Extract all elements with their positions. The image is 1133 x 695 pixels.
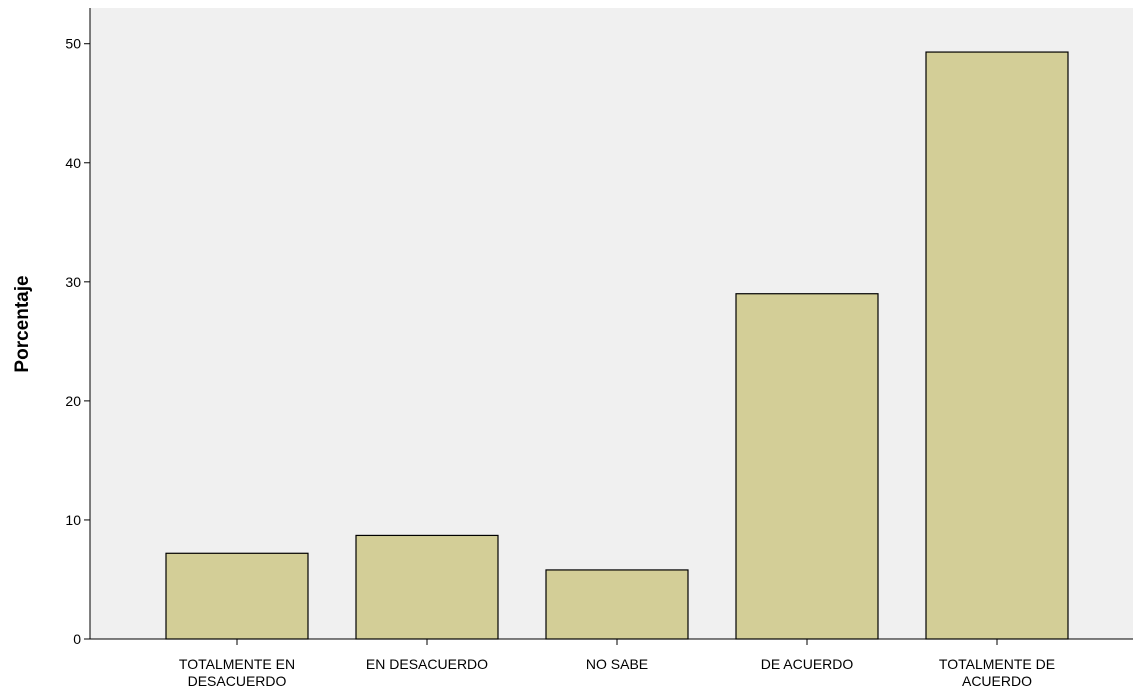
bar-1 bbox=[165, 552, 309, 640]
x-category-label: TOTALMENTE DE ACUERDO bbox=[939, 656, 1055, 689]
bar-5 bbox=[925, 51, 1069, 640]
x-axis: TOTALMENTE EN DESACUERDO EN DESACUERDO NO S… bbox=[90, 638, 1133, 689]
y-tick-label: 20 bbox=[65, 393, 81, 409]
x-category-label: DE ACUERDO bbox=[761, 656, 854, 672]
y-axis-title: Porcentaje bbox=[12, 275, 33, 372]
bars-group bbox=[165, 51, 1069, 640]
y-axis: 0 10 20 30 40 50 bbox=[65, 8, 91, 647]
bar-3 bbox=[545, 569, 689, 640]
x-category-label: NO SABE bbox=[586, 656, 648, 672]
bar-2 bbox=[355, 534, 499, 640]
x-category-label: EN DESACUERDO bbox=[366, 656, 488, 672]
y-tick-label: 30 bbox=[65, 274, 81, 290]
y-tick-label: 40 bbox=[65, 155, 81, 171]
x-category-label: TOTALMENTE EN DESACUERDO bbox=[179, 656, 295, 689]
bar-4 bbox=[735, 293, 879, 640]
y-tick-label: 0 bbox=[73, 631, 81, 647]
y-tick-label: 50 bbox=[65, 36, 81, 52]
y-tick-label: 10 bbox=[65, 512, 81, 528]
